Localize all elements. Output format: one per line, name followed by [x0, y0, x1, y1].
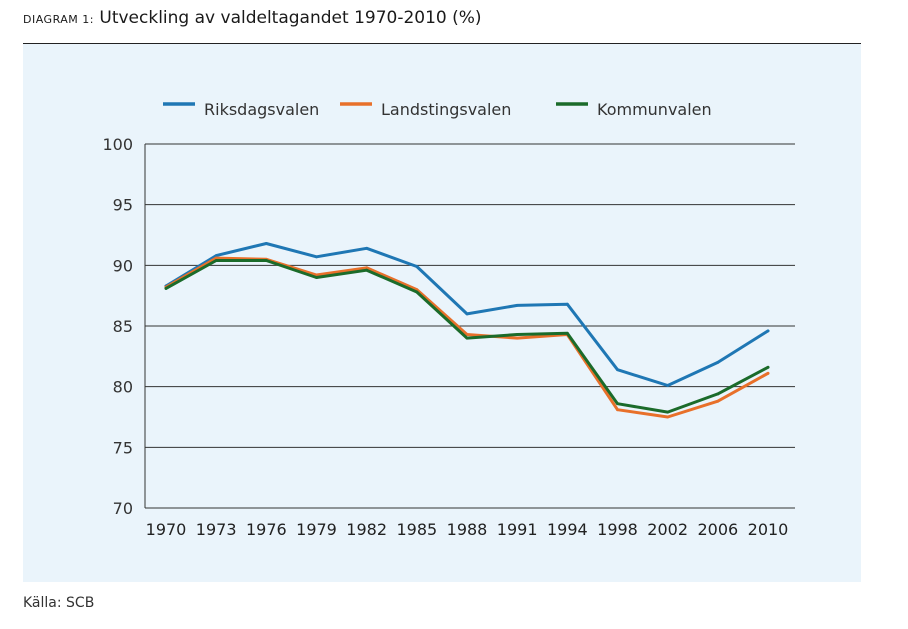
y-tick-label: 70: [113, 499, 133, 518]
data-point-landstingsvalen: [616, 408, 619, 412]
source-note: Källa: SCB: [23, 595, 95, 611]
x-tick-label: 1973: [196, 520, 237, 539]
data-point-kommunvalen: [164, 286, 168, 290]
y-tick-label: 90: [113, 256, 133, 275]
data-point-riksdagsvalen: [766, 329, 770, 333]
data-point-kommunvalen: [214, 259, 218, 262]
diagram-label: Diagram 1:: [23, 13, 94, 26]
data-point-riksdagsvalen: [565, 302, 569, 306]
data-point-kommunvalen: [365, 268, 369, 272]
y-tick-label: 85: [113, 317, 133, 336]
title-divider: [23, 43, 861, 44]
data-point-landstingsvalen: [465, 333, 469, 336]
series-line-kommunvalen: [164, 259, 770, 414]
data-point-landstingsvalen: [766, 371, 770, 375]
legend-label: Kommunvalen: [597, 100, 712, 119]
data-point-landstingsvalen: [365, 266, 369, 270]
x-tick-label: 2002: [647, 520, 688, 539]
data-point-kommunvalen: [264, 259, 268, 262]
data-point-riksdagsvalen: [465, 312, 469, 316]
data-point-kommunvalen: [465, 336, 469, 340]
data-point-landstingsvalen: [214, 256, 218, 260]
data-point-riksdagsvalen: [264, 242, 268, 245]
legend-label: Riksdagsvalen: [204, 100, 319, 119]
y-tick-label: 100: [102, 135, 133, 154]
x-tick-label: 1976: [246, 520, 287, 539]
data-point-riksdagsvalen: [365, 246, 369, 250]
data-point-kommunvalen: [315, 276, 318, 279]
data-point-kommunvalen: [415, 290, 419, 294]
data-point-riksdagsvalen: [315, 255, 318, 259]
data-point-riksdagsvalen: [616, 368, 619, 372]
x-tick-label: 1979: [296, 520, 337, 539]
data-point-kommunvalen: [766, 365, 770, 369]
x-tick-label: 2010: [748, 520, 789, 539]
data-point-riksdagsvalen: [515, 303, 519, 307]
data-point-landstingsvalen: [666, 415, 670, 419]
diagram-title-text: Utveckling av valdeltagandet 1970-2010 (…: [99, 8, 482, 28]
data-point-riksdagsvalen: [214, 254, 218, 258]
data-point-kommunvalen: [616, 402, 619, 406]
data-point-kommunvalen: [565, 331, 569, 335]
data-point-kommunvalen: [666, 410, 670, 414]
x-tick-label: 2006: [697, 520, 738, 539]
x-tick-label: 1982: [346, 520, 387, 539]
data-point-landstingsvalen: [716, 399, 720, 403]
chart-title: Diagram 1: Utveckling av valdeltagandet …: [23, 8, 482, 28]
data-point-riksdagsvalen: [716, 361, 720, 364]
y-tick-label: 95: [113, 196, 133, 215]
data-point-kommunvalen: [716, 392, 720, 396]
y-tick-label: 75: [113, 438, 133, 457]
data-point-landstingsvalen: [515, 336, 519, 340]
x-tick-label: 1994: [547, 520, 588, 539]
y-tick-label: 80: [113, 378, 133, 397]
x-tick-label: 1991: [497, 520, 538, 539]
x-tick-label: 1988: [447, 520, 488, 539]
data-point-kommunvalen: [515, 333, 519, 336]
legend-label: Landstingsvalen: [381, 100, 511, 119]
x-tick-label: 1985: [396, 520, 437, 539]
x-tick-label: 1998: [597, 520, 638, 539]
x-tick-label: 1970: [146, 520, 187, 539]
data-point-riksdagsvalen: [415, 265, 419, 268]
data-point-riksdagsvalen: [666, 384, 670, 387]
